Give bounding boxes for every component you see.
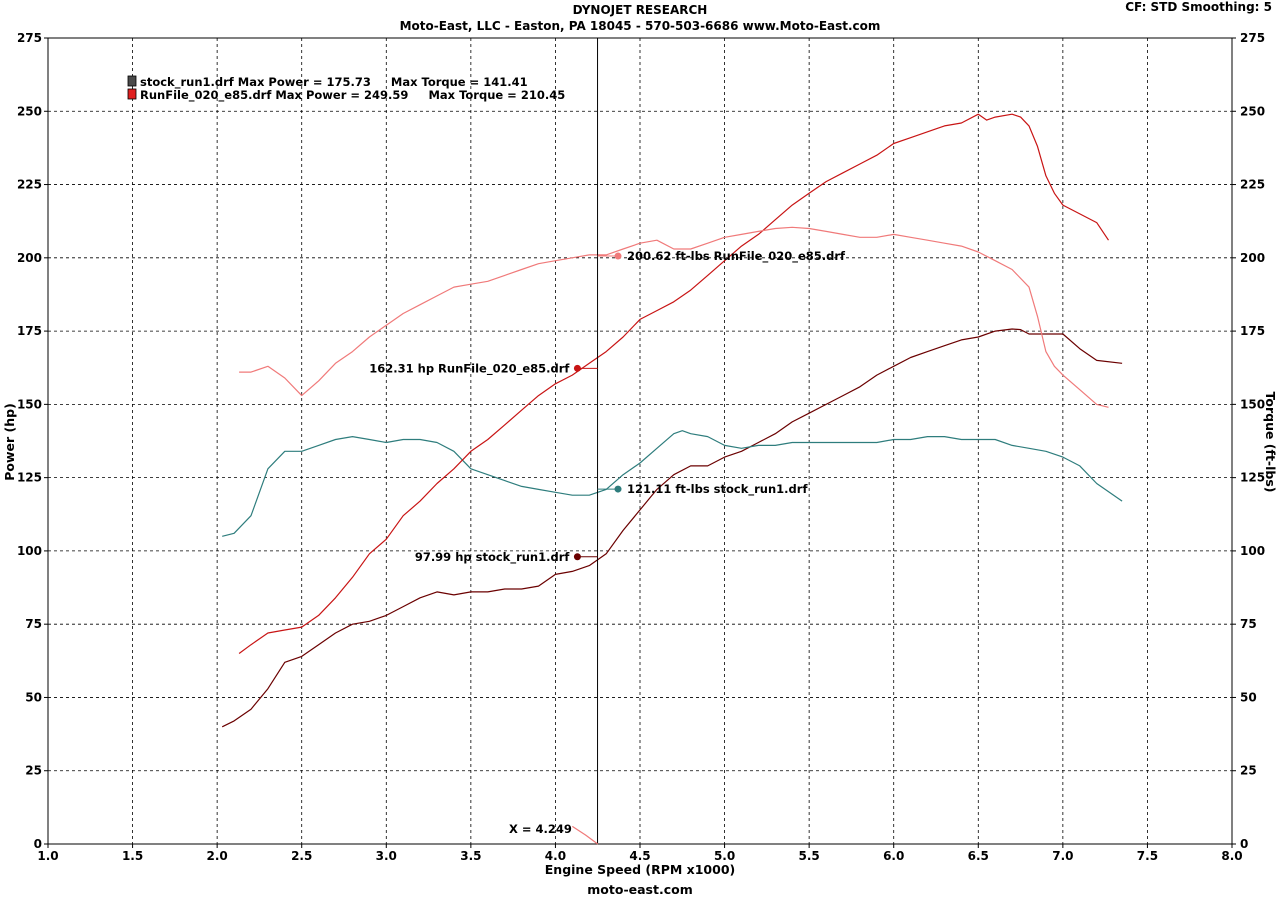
y2-tick-label: 25 <box>1240 764 1257 778</box>
x-tick-label: 3.0 <box>376 849 397 863</box>
annotation-label: 121.11 ft-lbs stock_run1.drf <box>627 482 808 497</box>
cursor-trace-stub <box>572 825 599 845</box>
y2-tick-label: 225 <box>1240 178 1265 192</box>
y-tick-label: 250 <box>17 104 42 118</box>
footer-site: moto-east.com <box>587 882 692 897</box>
legend-entry-stock: stock_run1.drf Max Power = 175.73 Max To… <box>140 75 528 90</box>
x-tick-label: 4.5 <box>629 849 650 863</box>
series-line-stock_power <box>221 328 1123 728</box>
x-tick-label: 1.0 <box>37 849 58 863</box>
y-tick-label: 275 <box>17 31 42 45</box>
y2-tick-label: 150 <box>1240 397 1265 411</box>
annotation-label: 97.99 hp stock_run1.drf <box>415 550 571 565</box>
x-tick-label: 6.0 <box>883 849 904 863</box>
y-tick-label: 75 <box>25 617 42 631</box>
x-tick-label: 5.0 <box>714 849 735 863</box>
y2-axis-ticks: 0 25 50 75 100 125 150 175 200 225 250 275 <box>1232 31 1265 851</box>
annotation-label: 200.62 ft-lbs RunFile_020_e85.drf <box>627 249 846 264</box>
annotation-label: 162.31 hp RunFile_020_e85.drf <box>369 361 570 376</box>
y2-tick-label: 200 <box>1240 251 1265 265</box>
y-tick-label: 25 <box>25 764 42 778</box>
x-tick-label: 3.5 <box>460 849 481 863</box>
y-axis-ticks: 0 25 50 75 100 125 150 175 200 225 250 275 <box>17 31 48 851</box>
series-line-e85_torque <box>239 226 1109 408</box>
y-tick-label: 125 <box>17 471 42 485</box>
annotation-marker <box>573 364 581 372</box>
y-tick-label: 175 <box>17 324 42 338</box>
y2-tick-label: 50 <box>1240 690 1257 704</box>
y2-tick-label: 0 <box>1240 837 1248 851</box>
y-tick-label: 150 <box>17 397 42 411</box>
y-tick-label: 0 <box>34 837 42 851</box>
x-tick-label: 6.5 <box>968 849 989 863</box>
annotation-marker <box>573 553 581 561</box>
x-tick-label: 7.5 <box>1137 849 1158 863</box>
legend-swatch-e85 <box>127 88 137 100</box>
y-tick-label: 200 <box>17 251 42 265</box>
y2-tick-label: 75 <box>1240 617 1257 631</box>
x-tick-label: 4.0 <box>545 849 566 863</box>
grid <box>48 38 1232 844</box>
y2-tick-label: 125 <box>1240 471 1265 485</box>
legend: stock_run1.drf Max Power = 175.73 Max To… <box>127 75 565 103</box>
x-tick-label: 8.0 <box>1221 849 1242 863</box>
legend-swatch-stock <box>127 75 137 87</box>
x-tick-label: 5.5 <box>799 849 820 863</box>
series-line-stock_torque <box>222 430 1123 537</box>
y2-tick-label: 275 <box>1240 31 1265 45</box>
settings-readout: CF: STD Smoothing: 5 <box>1125 0 1272 14</box>
x-tick-label: 7.0 <box>1052 849 1073 863</box>
y-axis-label: Power (hp) <box>2 403 17 481</box>
y2-tick-label: 100 <box>1240 544 1265 558</box>
annotations: 200.62 ft-lbs RunFile_020_e85.drf 162.31 … <box>369 249 846 845</box>
x-tick-label: 2.5 <box>291 849 312 863</box>
x-tick-label: 1.5 <box>122 849 143 863</box>
annotation-marker <box>614 485 622 493</box>
legend-entry-e85: RunFile_020_e85.drf Max Power = 249.59 M… <box>140 88 565 103</box>
y2-tick-label: 250 <box>1240 104 1265 118</box>
y-tick-label: 225 <box>17 178 42 192</box>
y-tick-label: 50 <box>25 690 42 704</box>
series-lines <box>221 113 1123 728</box>
y-tick-label: 100 <box>17 544 42 558</box>
annotation-marker <box>614 252 622 260</box>
chart-title: DYNOJET RESEARCH <box>572 3 708 17</box>
chart-subtitle: Moto-East, LLC - Easton, PA 18045 - 570-… <box>399 19 881 33</box>
y2-tick-label: 175 <box>1240 324 1265 338</box>
x-tick-label: 2.0 <box>207 849 228 863</box>
y2-axis-label: Torque (ft-lbs) <box>1263 392 1278 493</box>
series-line-e85_power <box>238 113 1109 654</box>
x-axis-ticks: 1.0 1.5 2.0 2.5 3.0 3.5 4.0 4.5 5.0 5.5 6.0 6.5 7.0 7… <box>37 844 1243 863</box>
x-axis-label: Engine Speed (RPM x1000) <box>545 862 735 877</box>
cursor-readout: X = 4.249 <box>509 822 572 836</box>
